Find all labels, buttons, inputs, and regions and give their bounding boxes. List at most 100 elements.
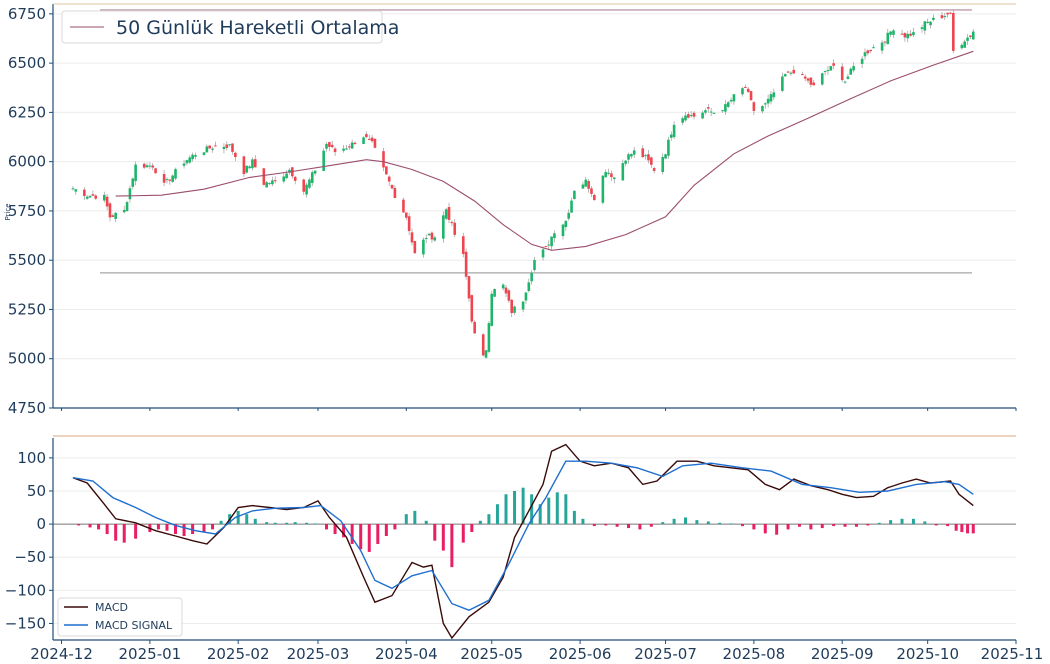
macd-histogram-bar (695, 520, 699, 525)
macd-histogram-bar (615, 524, 619, 527)
candle-body (234, 152, 237, 158)
macd-histogram-bar (889, 520, 893, 525)
macd-axes (52, 438, 1016, 641)
macd-histogram-bar (245, 514, 249, 525)
macd-histogram-bar (350, 524, 354, 544)
candle-body (550, 236, 553, 247)
price-gridlines (53, 13, 1016, 409)
price-y-ticks: 4750 5000 5250 5500 5750 6000 6250 6500 6750 (8, 5, 53, 417)
macd-x-tick-label: 2025-11 (981, 645, 1044, 663)
macd-histogram-bar (832, 524, 836, 527)
candle-body (145, 165, 149, 168)
macd-x-tick-label: 2025-05 (460, 645, 523, 663)
candle-body (530, 272, 533, 282)
macd-histogram-bar (88, 524, 92, 528)
macd-histogram-bar (592, 524, 596, 527)
candle-body (251, 159, 254, 169)
candle-body (362, 137, 365, 144)
candle-body (792, 69, 796, 74)
candle-body (544, 246, 548, 248)
candle-body (71, 188, 75, 190)
candle-body (302, 179, 306, 192)
macd-histogram-bar (564, 494, 568, 525)
candle-body (390, 184, 394, 189)
candle-body (154, 168, 157, 174)
candle-body (504, 287, 508, 294)
price-y-tick-label: 6750 (8, 5, 46, 23)
candle-body (823, 70, 827, 72)
candle-body (271, 180, 274, 185)
candle-body (843, 81, 847, 83)
macd-histogram-bar (97, 524, 101, 530)
candle-body (225, 144, 229, 148)
candle-body (721, 110, 724, 112)
candle-body (949, 12, 952, 14)
macd-y-tick-label: −150 (5, 614, 46, 632)
price-y-axis-label: Price (4, 203, 12, 220)
candle-body (424, 237, 428, 240)
macd-histogram-bar (900, 518, 904, 525)
candle-body (781, 76, 784, 91)
candle-body (188, 157, 192, 163)
candle-body (524, 292, 528, 301)
signal-legend-label: MACD SIGNAL (95, 619, 173, 632)
macd-x-tick-label: 2025-09 (811, 645, 874, 663)
macd-histogram-bar (547, 497, 551, 525)
macd-histogram-bar (134, 524, 138, 539)
macd-histogram-bar (786, 524, 790, 530)
candle-body (749, 91, 753, 101)
macd-y-tick-label: −50 (14, 548, 46, 566)
candle-body (806, 78, 810, 81)
candle-body (322, 150, 325, 171)
macd-histogram-bar (530, 494, 534, 525)
candle-body (872, 47, 875, 49)
candle-body (342, 148, 345, 151)
macd-histogram-bar (441, 524, 445, 551)
macd-histogram-bar (333, 524, 337, 535)
candle-body (672, 124, 676, 138)
candle-body (191, 154, 194, 160)
candle-body (142, 163, 146, 168)
candle-body (641, 148, 645, 158)
candle-body (752, 102, 756, 111)
macd-histogram-bar (236, 510, 240, 525)
macd-signal-line (72, 460, 974, 611)
macd-histogram-bar (960, 524, 964, 533)
candle-body (812, 82, 816, 86)
candle-body (581, 184, 585, 189)
macd-histogram-bar (684, 517, 688, 525)
candle-body (194, 155, 197, 157)
candle-body (929, 21, 932, 26)
macd-histogram-bar (424, 520, 428, 525)
candle-body (464, 251, 468, 277)
candle-body (912, 32, 915, 36)
macd-histogram-bar (393, 524, 397, 530)
macd-histogram-bar (740, 524, 744, 527)
macd-histogram-bar (293, 522, 297, 525)
candle-body (470, 295, 474, 322)
candle-body (407, 216, 411, 232)
candle-body (732, 94, 736, 102)
candle-body (521, 301, 525, 310)
candle-body (969, 35, 972, 38)
candle-body (820, 73, 824, 85)
candle-body (803, 76, 807, 79)
candle-body (382, 151, 385, 168)
macd-histogram-bar (923, 521, 927, 525)
macd-x-tick-label: 2025-07 (634, 645, 697, 663)
macd-histogram-bar (820, 524, 824, 529)
macd-histogram-bar (706, 521, 710, 525)
candle-body (402, 199, 405, 213)
macd-histogram-bar (359, 524, 363, 550)
macd-histogram-bar (521, 487, 525, 525)
candle-body (892, 30, 895, 35)
candle-body (102, 194, 106, 201)
macd-histogram-bar (604, 524, 608, 526)
candle-body (105, 196, 109, 207)
price-legend: 50 Günlük Hareketli Ortalama (61, 10, 399, 44)
candle-body (128, 188, 132, 200)
macd-histogram-bar (866, 524, 870, 526)
macd-histogram-bar (572, 510, 576, 525)
macd-histogram-bar (273, 522, 277, 525)
